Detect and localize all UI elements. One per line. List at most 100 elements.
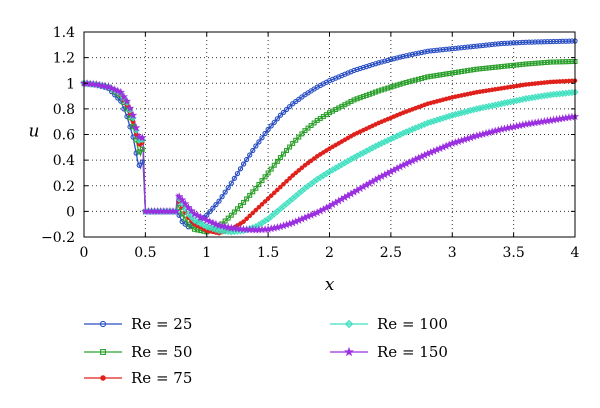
marker-circle: [388, 56, 394, 63]
marker-circle: [268, 123, 274, 129]
marker-circle: [563, 38, 569, 44]
marker-diamond: [344, 319, 354, 329]
marker-square: [425, 74, 431, 80]
marker-circle: [474, 43, 480, 49]
legend-label: Re = 75: [131, 369, 192, 387]
marker-dot: [281, 181, 286, 187]
marker-square: [547, 59, 553, 65]
marker-circle: [139, 159, 145, 165]
marker-square: [486, 65, 492, 71]
marker-circle: [553, 38, 560, 45]
marker-square: [136, 149, 142, 155]
marker-dot: [299, 165, 305, 171]
marker-circle: [250, 147, 256, 154]
marker-circle: [234, 170, 241, 177]
marker-square: [256, 181, 262, 187]
marker-square: [296, 134, 302, 140]
marker-circle: [271, 119, 277, 125]
marker-square: [455, 69, 461, 75]
marker-dot: [265, 196, 271, 201]
marker-square: [560, 59, 566, 65]
marker-square: [526, 61, 532, 67]
y-tick-label: 0.6: [53, 128, 75, 144]
marker-circle: [286, 104, 293, 110]
marker-square: [538, 60, 544, 66]
marker-star: [122, 96, 132, 105]
marker-circle: [544, 39, 551, 45]
marker-circle: [529, 39, 535, 45]
marker-square: [535, 60, 541, 66]
y-tick-label: 0: [66, 204, 75, 220]
marker-dot: [259, 201, 265, 207]
marker-circle: [434, 47, 440, 53]
marker-circle: [560, 38, 566, 44]
marker-square: [508, 63, 514, 69]
marker-square: [480, 66, 486, 72]
marker-square: [419, 75, 425, 81]
marker-square: [366, 91, 372, 97]
series-markers-4: [79, 78, 580, 234]
marker-circle: [517, 39, 523, 46]
marker-star: [119, 92, 129, 101]
marker-circle: [443, 46, 449, 52]
marker-square: [440, 71, 446, 77]
marker-square: [357, 95, 363, 101]
marker-circle: [468, 44, 474, 50]
marker-circle: [449, 46, 455, 52]
marker-circle: [274, 116, 280, 122]
marker-circle: [262, 130, 268, 137]
marker-square: [400, 80, 406, 86]
marker-square: [569, 59, 575, 65]
marker-dot: [247, 213, 253, 219]
marker-square: [471, 67, 477, 73]
marker-circle: [452, 45, 458, 51]
marker-circle: [253, 143, 259, 149]
marker-circle: [179, 218, 185, 225]
marker-square: [280, 151, 286, 157]
marker-square: [290, 140, 296, 146]
marker-star: [116, 87, 126, 96]
y-tick-label: 0.8: [53, 102, 75, 118]
marker-square: [265, 170, 271, 176]
marker-dot: [275, 187, 280, 193]
marker-square: [437, 72, 443, 78]
marker-circle: [455, 45, 462, 51]
marker-star: [138, 133, 147, 142]
legend-label: Re = 25: [131, 315, 192, 333]
y-tick-label: 0.2: [53, 179, 75, 195]
marker-circle: [483, 42, 489, 48]
marker-circle: [133, 150, 139, 156]
marker-square: [514, 62, 520, 68]
marker-circle: [277, 112, 284, 118]
marker-square: [253, 185, 259, 191]
marker-square: [409, 78, 415, 84]
marker-square: [360, 94, 366, 100]
marker-star: [125, 103, 135, 112]
legend-item-1: Re = 50: [84, 343, 192, 361]
marker-circle: [237, 166, 244, 172]
marker-circle: [477, 43, 483, 49]
marker-square: [517, 62, 523, 68]
marker-square: [415, 76, 421, 82]
marker-square: [271, 162, 277, 168]
marker-square: [302, 128, 308, 134]
marker-circle: [394, 55, 400, 61]
marker-dot: [302, 162, 308, 168]
marker-square: [477, 66, 483, 72]
marker-dot: [241, 219, 246, 224]
marker-circle: [247, 152, 253, 158]
marker-dot: [271, 190, 277, 196]
legend-label: Re = 150: [377, 343, 448, 361]
x-axis-title: x: [325, 275, 335, 295]
marker-circle: [391, 56, 397, 62]
marker-square: [489, 65, 495, 71]
marker-square: [523, 61, 529, 67]
marker-square: [241, 199, 247, 205]
marker-square: [474, 66, 480, 72]
marker-circle: [526, 39, 532, 45]
marker-circle: [415, 50, 422, 56]
marker-circle: [207, 209, 213, 215]
marker-dot: [256, 204, 262, 210]
y-tick-label: 1: [66, 76, 75, 92]
